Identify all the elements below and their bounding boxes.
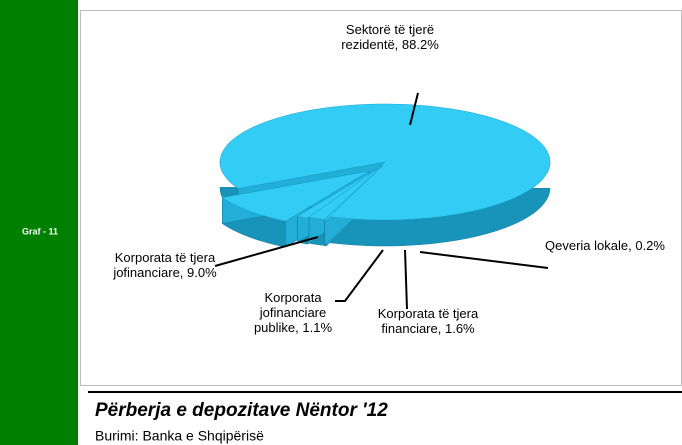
side-bar	[0, 0, 78, 445]
leader-line	[214, 236, 319, 267]
leader-line	[419, 251, 549, 269]
slice-label-text: Korporata të tjera jofinanciare, 9.0%	[100, 250, 230, 280]
label-part: Korporata të tjera financiare,	[377, 306, 479, 336]
slice-label: Korporata të tjera financiare, 1.6%	[373, 306, 483, 336]
slice-label-text: Qeveria lokale, 0.2%	[530, 238, 680, 253]
slice	[308, 165, 383, 220]
slice	[219, 103, 551, 221]
label-part: Qeveria lokale,	[545, 238, 632, 253]
slice-label-text: Sektorë të tjerë rezidentë, 88.2%	[335, 22, 445, 52]
leader-line	[409, 92, 419, 126]
slice-label: Qeveria lokale, 0.2%	[530, 238, 680, 253]
tops	[219, 103, 551, 222]
label-part: Korporata të tjera jofinanciare,	[113, 250, 216, 280]
slice-label: Korporata jofinanciare publike, 1.1%	[238, 290, 348, 335]
leader-line	[404, 249, 408, 310]
leader-line	[335, 249, 384, 302]
label-part: 1.1%	[302, 320, 333, 335]
slice-label: Sektorë të tjerë rezidentë, 88.2%	[335, 22, 445, 52]
label-part: 88.2%	[401, 37, 439, 52]
label-part: 1.6%	[444, 321, 475, 336]
label-part: Sektorë të tjerë rezidentë,	[341, 22, 435, 52]
side-label: Graf - 11	[22, 226, 58, 236]
chart-title: Përberja e depozitave Nëntor '12	[95, 400, 388, 421]
label-part: 9.0%	[187, 265, 217, 280]
label-part: Korporata jofinanciare publike,	[253, 290, 327, 335]
slice-label-text: Korporata jofinanciare publike, 1.1%	[238, 290, 348, 335]
slice-label: Korporata të tjera jofinanciare, 9.0%	[100, 250, 230, 280]
labels: Sektorë të tjerë rezidentë, 88.2% Korpora…	[100, 22, 680, 336]
chart-source: Burimi: Banka e Shqipërisë	[95, 428, 264, 444]
slice	[323, 165, 384, 221]
slice	[221, 170, 370, 222]
slice-label-text: Korporata të tjera financiare, 1.6%	[373, 306, 483, 336]
label-part: 0.2%	[635, 238, 665, 253]
